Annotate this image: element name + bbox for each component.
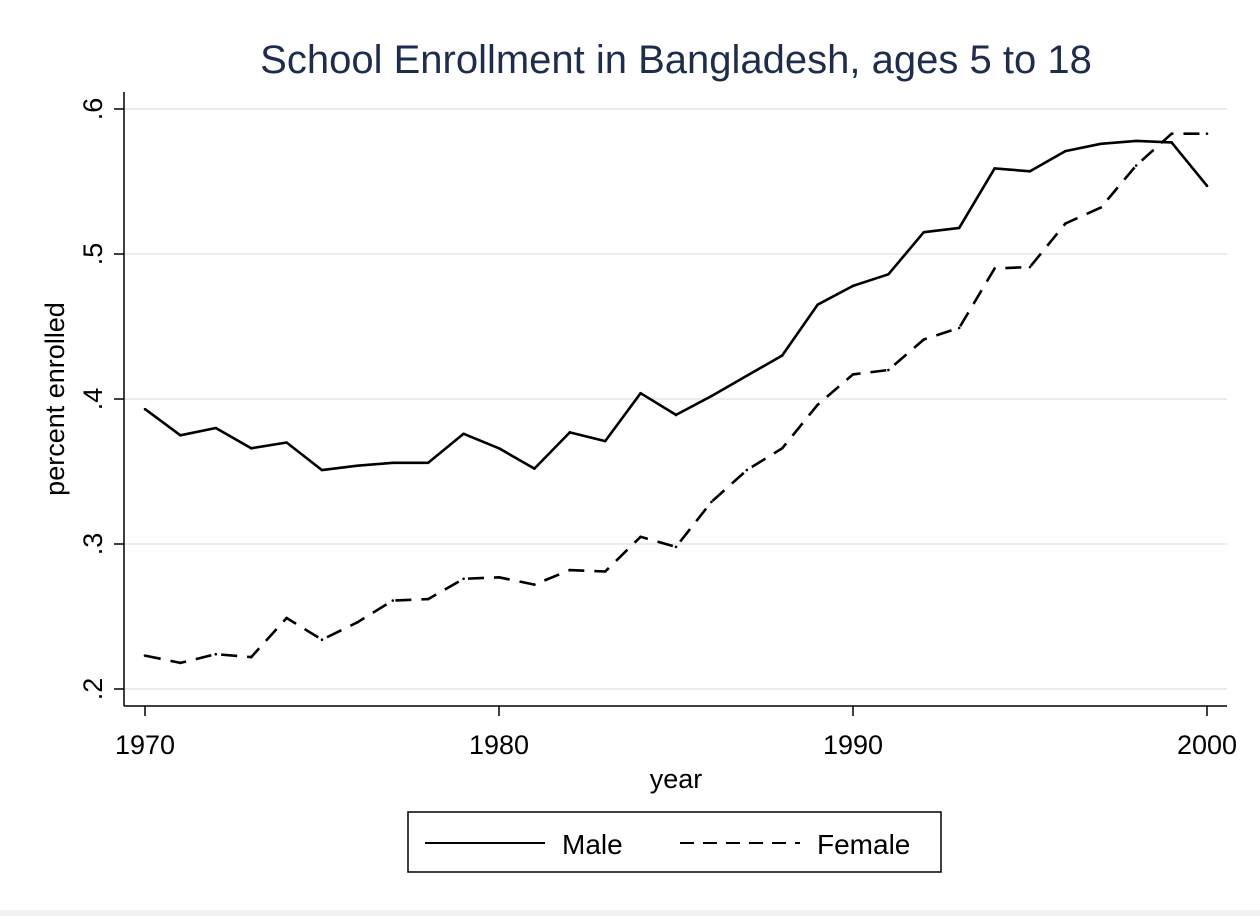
data-point-male-1997	[1099, 142, 1103, 146]
data-point-female-1976	[356, 621, 359, 624]
data-point-female-1986	[710, 500, 713, 504]
data-point-male-1995	[1028, 170, 1032, 173]
x-tick-label-3: 2000	[1177, 730, 1237, 760]
y-tick-label-3: .5	[78, 243, 108, 266]
data-point-male-1976	[356, 464, 359, 468]
x-tick-label-1: 1980	[469, 730, 529, 760]
data-point-male-1990	[851, 284, 855, 288]
data-point-female-1974	[285, 616, 288, 620]
data-point-male-1982	[568, 431, 572, 434]
data-point-male-1975	[320, 468, 324, 472]
data-point-male-1979	[462, 432, 465, 436]
data-point-male-1981	[533, 467, 536, 470]
y-tick-label-4: .6	[78, 98, 108, 121]
data-point-female-1994	[993, 267, 996, 270]
data-point-female-1971	[179, 661, 182, 665]
data-point-female-1993	[957, 326, 961, 330]
data-point-female-1988	[780, 447, 784, 450]
y-tick-label-0: .2	[78, 678, 108, 701]
data-point-male-1985	[674, 413, 678, 417]
legend-label-male: Male	[562, 829, 623, 860]
data-point-male-2000	[1205, 184, 1209, 188]
data-point-female-1978	[426, 597, 430, 601]
data-point-female-1999	[1170, 132, 1173, 135]
data-point-female-1980	[497, 576, 501, 579]
data-point-male-1988	[780, 354, 784, 357]
data-point-female-1984	[639, 535, 642, 539]
x-tick-label-0: 1970	[115, 730, 175, 760]
data-point-female-1983	[603, 570, 607, 573]
data-point-female-1991	[887, 368, 890, 372]
data-point-female-1982	[568, 568, 572, 572]
data-point-female-1992	[922, 338, 926, 341]
chart-title: School Enrollment in Bangladesh, ages 5 …	[260, 38, 1092, 82]
data-point-male-1996	[1064, 149, 1067, 153]
data-point-male-1993	[957, 226, 961, 230]
data-point-male-1992	[922, 230, 926, 234]
data-point-male-1983	[603, 439, 607, 443]
series-lines	[143, 132, 1209, 665]
data-point-female-1996	[1064, 222, 1067, 225]
data-point-male-1974	[285, 441, 288, 444]
y-tick-label-1: .3	[78, 533, 108, 556]
data-point-male-1994	[993, 167, 996, 170]
data-point-male-1978	[426, 461, 430, 465]
data-point-male-1998	[1134, 139, 1138, 143]
data-point-female-1970	[143, 654, 147, 657]
data-point-male-1970	[143, 407, 147, 411]
data-point-female-1979	[462, 577, 465, 581]
y-tick-label-2: .4	[78, 388, 108, 411]
data-point-male-1991	[887, 273, 890, 276]
data-point-female-1985	[674, 545, 678, 549]
data-point-male-1972	[214, 426, 218, 430]
data-point-female-1972	[214, 652, 218, 656]
x-axis-label: year	[650, 764, 703, 794]
data-point-male-1980	[497, 447, 501, 450]
data-point-female-1977	[391, 599, 395, 602]
data-point-female-2000	[1205, 132, 1209, 135]
data-point-male-1973	[249, 447, 253, 450]
bottom-strip	[0, 910, 1260, 916]
data-point-female-1981	[533, 583, 536, 586]
data-point-male-1989	[816, 303, 819, 307]
data-point-female-1975	[320, 638, 324, 641]
series-line-male	[144, 139, 1209, 472]
data-point-male-1986	[710, 394, 713, 398]
y-axis-label: percent enrolled	[40, 302, 70, 496]
data-point-female-1990	[851, 373, 855, 376]
axes: .2 .3 .4 .5 .6 1970 1980 1990 2000	[78, 92, 1237, 760]
data-point-female-1995	[1028, 265, 1032, 269]
data-point-male-1987	[745, 374, 749, 378]
grid-lines	[124, 108, 1227, 690]
data-point-male-1971	[179, 433, 182, 437]
legend-label-female: Female	[817, 829, 910, 860]
data-point-female-1987	[745, 468, 749, 472]
data-point-female-1989	[816, 403, 819, 407]
data-point-female-1998	[1134, 164, 1138, 167]
data-point-female-1997	[1099, 206, 1103, 209]
data-point-male-1999	[1170, 141, 1173, 144]
legend: Male Female	[407, 811, 942, 873]
data-point-male-1984	[639, 391, 642, 395]
x-tick-label-2: 1990	[823, 730, 883, 760]
data-point-male-1977	[391, 461, 395, 465]
data-point-female-1973	[249, 655, 253, 659]
